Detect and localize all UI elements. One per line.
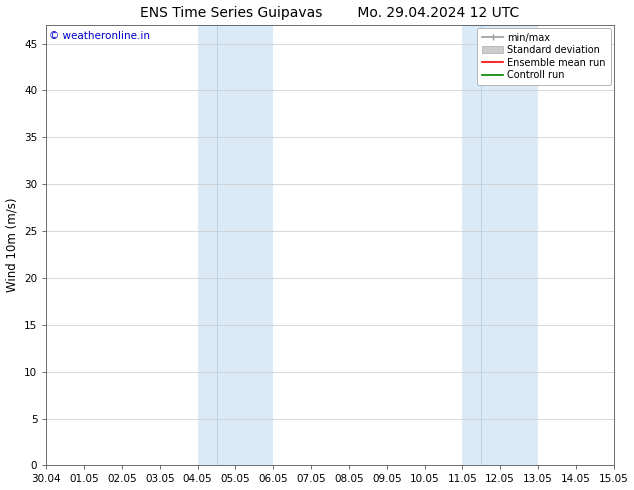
Title: ENS Time Series Guipavas        Mo. 29.04.2024 12 UTC: ENS Time Series Guipavas Mo. 29.04.2024 … — [140, 5, 520, 20]
Y-axis label: Wind 10m (m/s): Wind 10m (m/s) — [6, 198, 18, 293]
Legend: min/max, Standard deviation, Ensemble mean run, Controll run: min/max, Standard deviation, Ensemble me… — [477, 28, 611, 85]
Bar — [198, 25, 273, 465]
Text: © weatheronline.in: © weatheronline.in — [49, 31, 150, 42]
Bar — [462, 25, 538, 465]
